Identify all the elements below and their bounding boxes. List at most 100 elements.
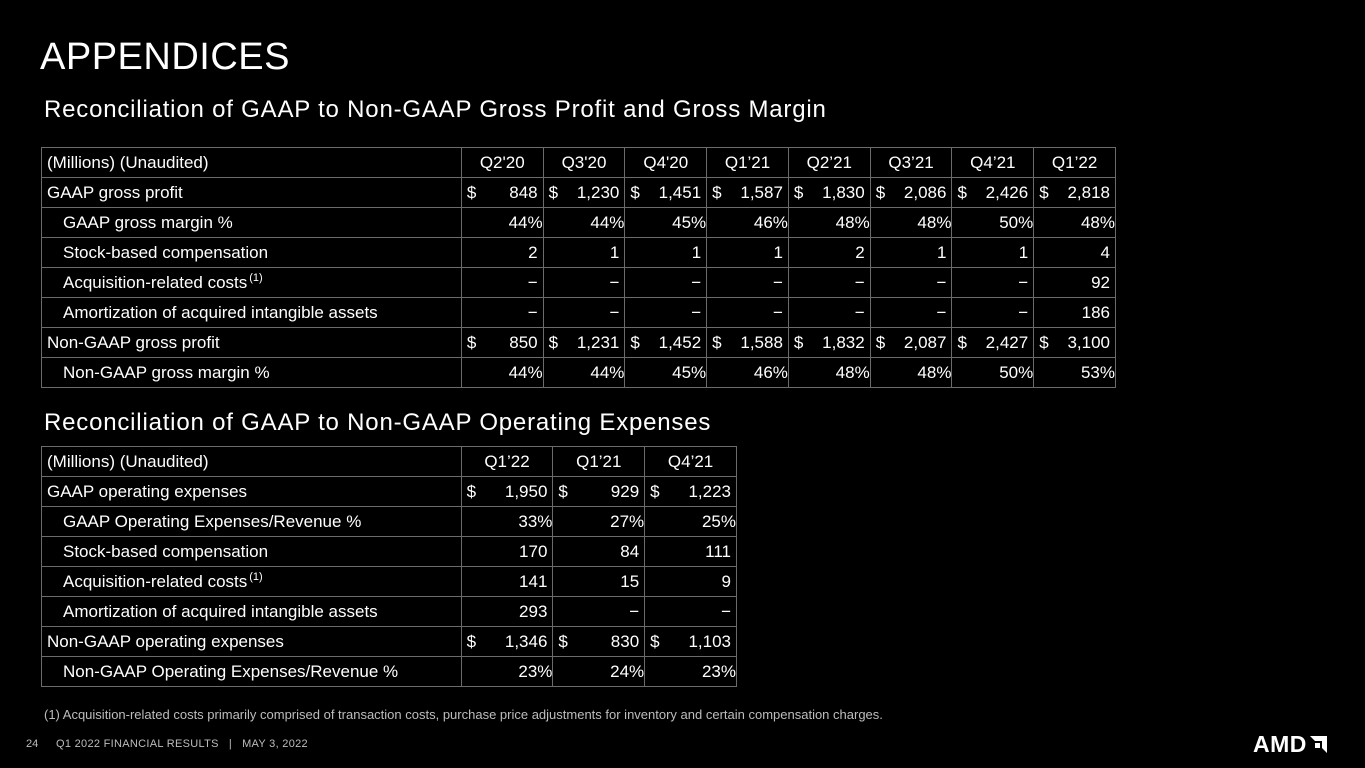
value-cell: 46%: [706, 357, 789, 388]
value-cell: $1,346: [460, 626, 554, 657]
value-cell: 1: [542, 237, 626, 268]
table-row: GAAP Operating Expenses/Revenue % 33% 27% 2…: [41, 506, 737, 537]
currency-symbol: $: [793, 332, 804, 352]
opex-table: (Millions) (Unaudited) Q1’22 Q1’21 Q4’21 GAA…: [41, 446, 737, 687]
amd-arrow-icon: [1309, 735, 1327, 753]
value-cell: −: [951, 267, 1035, 298]
row-label: Stock-based compensation: [63, 541, 269, 561]
value-cell: −: [787, 267, 871, 298]
quarter-header: Q4'20: [624, 147, 708, 178]
quarter-header: Q1’22: [460, 446, 554, 477]
quarter-header: Q4’21: [644, 446, 737, 477]
gross-profit-heading: Reconciliation of GAAP to Non-GAAP Gross…: [44, 96, 827, 123]
footnote-marker: (1): [249, 570, 263, 583]
currency-symbol: $: [466, 631, 477, 651]
currency-symbol: $: [957, 332, 967, 352]
currency-symbol: $: [875, 332, 886, 352]
value-cell: 44%: [542, 357, 626, 388]
currency-symbol: $: [548, 332, 559, 352]
value-cell: $2,426: [951, 177, 1035, 208]
row-label: Acquisition-related costs: [63, 272, 248, 292]
value: 1,346: [504, 631, 548, 651]
value-cell: $3,100: [1033, 327, 1116, 358]
value-wrap: $1,832: [794, 333, 865, 353]
value-wrap: $2,086: [876, 183, 947, 203]
row-label-cell: Stock-based compensation: [41, 237, 462, 268]
value-wrap: $1,346: [467, 632, 548, 652]
value-cell: 84: [552, 536, 646, 567]
row-label-cell: Acquisition-related costs (1): [41, 566, 462, 597]
value-cell: 48%: [869, 357, 953, 388]
value-cell: −: [951, 297, 1035, 328]
row-label-cell: GAAP operating expenses: [41, 476, 462, 507]
value: 2,426: [985, 182, 1029, 202]
header-label-cell: (Millions) (Unaudited): [41, 147, 462, 178]
value: 1,832: [822, 332, 865, 352]
row-label: Non-GAAP Operating Expenses/Revenue %: [63, 661, 399, 681]
row-label-cell: GAAP gross profit: [41, 177, 462, 208]
value-cell: −: [542, 267, 626, 298]
value-cell: 141: [460, 566, 554, 597]
footnote: (1) Acquisition-related costs primarily …: [44, 707, 883, 722]
table-row: GAAP gross margin % 44% 44% 45% 46% 48% 48% 50%…: [41, 207, 1116, 238]
value-wrap: $929: [558, 482, 639, 502]
value-cell: $1,230: [542, 177, 626, 208]
table-row: Non-GAAP operating expenses $1,346 $830 $1,…: [41, 626, 737, 657]
value-cell: 53%: [1033, 357, 1116, 388]
value-wrap: $2,427: [957, 333, 1028, 353]
row-label: Non-GAAP operating expenses: [47, 631, 284, 651]
row-label: GAAP gross margin %: [63, 212, 233, 232]
currency-symbol: $: [793, 182, 804, 202]
value-cell: 186: [1033, 297, 1116, 328]
currency-symbol: $: [466, 332, 477, 352]
quarter-header: Q1’21: [706, 147, 789, 178]
value-cell: 9: [644, 566, 737, 597]
value-cell: $929: [552, 476, 646, 507]
value: 2,818: [1067, 182, 1110, 202]
currency-symbol: $: [548, 182, 559, 202]
value-cell: 23%: [460, 656, 554, 687]
value: 830: [610, 631, 640, 651]
value-cell: −: [460, 297, 544, 328]
quarter-header: Q3'20: [542, 147, 626, 178]
value-cell: 92: [1033, 267, 1116, 298]
value-cell: 2: [787, 237, 871, 268]
value-cell: $1,588: [706, 327, 789, 358]
value-cell: −: [552, 596, 646, 627]
quarter-header: Q4’21: [951, 147, 1035, 178]
value-cell: 33%: [460, 506, 554, 537]
value-wrap: $848: [467, 183, 538, 203]
value-wrap: $850: [467, 333, 538, 353]
value-cell: −: [706, 267, 789, 298]
currency-symbol: $: [466, 481, 477, 501]
value-cell: $848: [460, 177, 544, 208]
value: 1,587: [740, 182, 783, 202]
value: 929: [610, 481, 640, 501]
quarter-header: Q2'20: [460, 147, 544, 178]
currency-symbol: $: [558, 631, 568, 651]
row-label-cell: Non-GAAP gross margin %: [41, 357, 462, 388]
value: 1,452: [658, 332, 702, 352]
value-cell: 45%: [624, 357, 708, 388]
value: 2,087: [903, 332, 947, 352]
value-cell: −: [624, 267, 708, 298]
value-wrap: $1,588: [712, 333, 783, 353]
value-wrap: $830: [558, 632, 639, 652]
table-row: Non-GAAP gross margin % 44% 44% 45% 46% 48% 48…: [41, 357, 1116, 388]
value: 1,103: [688, 631, 731, 651]
currency-symbol: $: [875, 182, 886, 202]
currency-symbol: $: [712, 182, 722, 202]
value: 1,830: [822, 182, 865, 202]
value-cell: $1,587: [706, 177, 789, 208]
page-info: Q1 2022 FINANCIAL RESULTS | MAY 3, 2022: [56, 738, 308, 750]
table-row: GAAP operating expenses $1,950 $929 $1,223: [41, 476, 737, 507]
value-cell: 46%: [706, 207, 789, 238]
row-label: GAAP gross profit: [47, 182, 183, 202]
quarter-header: Q1’21: [552, 446, 646, 477]
value-cell: 48%: [869, 207, 953, 238]
value-cell: $2,087: [869, 327, 953, 358]
value: 1,588: [740, 332, 783, 352]
value-cell: $2,427: [951, 327, 1035, 358]
value-wrap: $2,087: [876, 333, 947, 353]
value-cell: −: [869, 267, 953, 298]
